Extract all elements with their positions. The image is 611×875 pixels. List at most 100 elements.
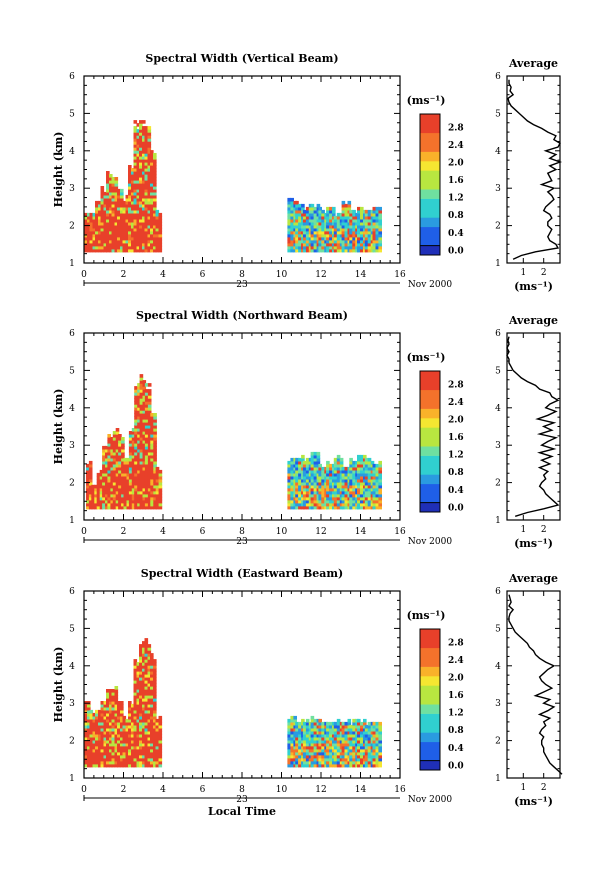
heatmap-cell (310, 499, 315, 504)
heatmap-cell (121, 443, 125, 447)
heatmap-cell (137, 484, 141, 489)
heatmap-cell (131, 206, 135, 211)
heatmap-cell (336, 748, 341, 753)
heatmap-cell (326, 484, 330, 489)
heatmap-cell (321, 478, 325, 483)
heatmap-cell (332, 212, 336, 217)
heatmap-cell (310, 487, 315, 492)
heatmap-cell (131, 763, 135, 768)
heatmap-cell (89, 221, 94, 226)
heatmap-cell (378, 490, 382, 495)
heatmap-cell (147, 186, 152, 190)
heatmap-cell (326, 493, 330, 498)
heatmap-cell (347, 206, 352, 211)
heatmap-cell (133, 188, 138, 193)
heatmap-cell (329, 745, 333, 750)
heatmap-cell (122, 230, 127, 235)
heatmap-cell (375, 721, 380, 726)
heatmap-cell (121, 451, 125, 456)
heatmap-cell (122, 227, 127, 232)
heatmap-cell (336, 248, 341, 253)
heatmap-cell (336, 233, 341, 238)
heatmap-cell (128, 183, 132, 187)
heatmap-cell (150, 748, 154, 753)
heatmap-cell (92, 721, 97, 726)
heatmap-cell (122, 233, 127, 238)
heatmap-cell (150, 451, 154, 456)
average-x-label: (ms⁻¹) (514, 280, 553, 293)
heatmap-cell (103, 730, 108, 735)
heatmap-cell (318, 736, 322, 741)
heatmap-cell (89, 215, 94, 220)
heatmap-cell (110, 496, 114, 501)
heatmap-cell (302, 221, 307, 226)
heatmap-cell (95, 742, 99, 747)
heatmap-cell (84, 227, 88, 232)
heatmap-cell (111, 695, 116, 699)
heatmap-cell (122, 200, 127, 205)
heatmap-cell (117, 224, 121, 229)
heatmap-cell (150, 168, 154, 172)
heatmap-cell (147, 150, 152, 154)
heatmap-cell (144, 659, 149, 663)
heatmap-cell (114, 757, 119, 762)
heatmap-cell (136, 748, 141, 753)
heatmap-cell (333, 242, 338, 247)
heatmap-cell (153, 671, 157, 675)
heatmap-cell (105, 505, 109, 510)
heatmap-cell (364, 724, 369, 729)
heatmap-cell (349, 499, 353, 504)
heatmap-cell (308, 242, 313, 247)
heatmap-cell (100, 188, 105, 193)
heatmap-cell (153, 245, 157, 250)
heatmap-cell (114, 186, 119, 190)
heatmap-cell (308, 203, 313, 208)
heatmap-cell (155, 757, 160, 762)
heatmap-cell (110, 505, 114, 510)
heatmap-cell (102, 487, 106, 492)
heatmap-cell (336, 236, 341, 241)
heatmap-cell (375, 236, 380, 241)
heatmap-cell (153, 209, 157, 214)
heatmap-cell (150, 413, 154, 417)
heatmap-cell (128, 472, 133, 477)
heatmap-cell (147, 129, 152, 133)
heatmap-cell (110, 478, 114, 483)
heatmap-cell (106, 188, 110, 193)
heatmap-cell (98, 733, 102, 738)
heatmap-cell (321, 757, 325, 762)
heatmap-cell (133, 712, 138, 717)
heatmap-cell (326, 230, 330, 235)
heatmap-cell (357, 763, 361, 768)
heatmap-cell (153, 434, 157, 438)
heatmap-cell (324, 490, 328, 495)
heatmap-cell (144, 180, 149, 184)
heatmap-cell (92, 727, 97, 732)
heatmap-cell (142, 718, 146, 723)
heatmap-cell (139, 440, 144, 444)
heatmap-cell (375, 209, 380, 214)
heatmap-cell (153, 422, 157, 426)
average-frame (506, 590, 561, 779)
heatmap-cell (310, 239, 315, 244)
heatmap-cell (302, 493, 307, 498)
heatmap-cell (105, 472, 109, 477)
heatmap-cell (98, 757, 102, 762)
heatmap-cell (106, 194, 110, 199)
heatmap-cell (310, 233, 315, 238)
heatmap-cell (112, 487, 117, 492)
heatmap-cell (344, 502, 349, 507)
heatmap-cell (147, 194, 152, 199)
heatmap-cell (133, 203, 138, 208)
heatmap-cell (136, 701, 141, 705)
heatmap-cell (357, 215, 361, 220)
heatmap-cell (290, 203, 294, 208)
heatmap-cell (144, 392, 149, 396)
heatmap-cell (139, 236, 143, 241)
heatmap-cell (301, 454, 305, 459)
heatmap-cell (89, 218, 94, 223)
heatmap-cell (123, 493, 128, 498)
heatmap-cell (137, 448, 141, 453)
heatmap-cell (95, 248, 99, 253)
heatmap-cell (139, 656, 143, 660)
